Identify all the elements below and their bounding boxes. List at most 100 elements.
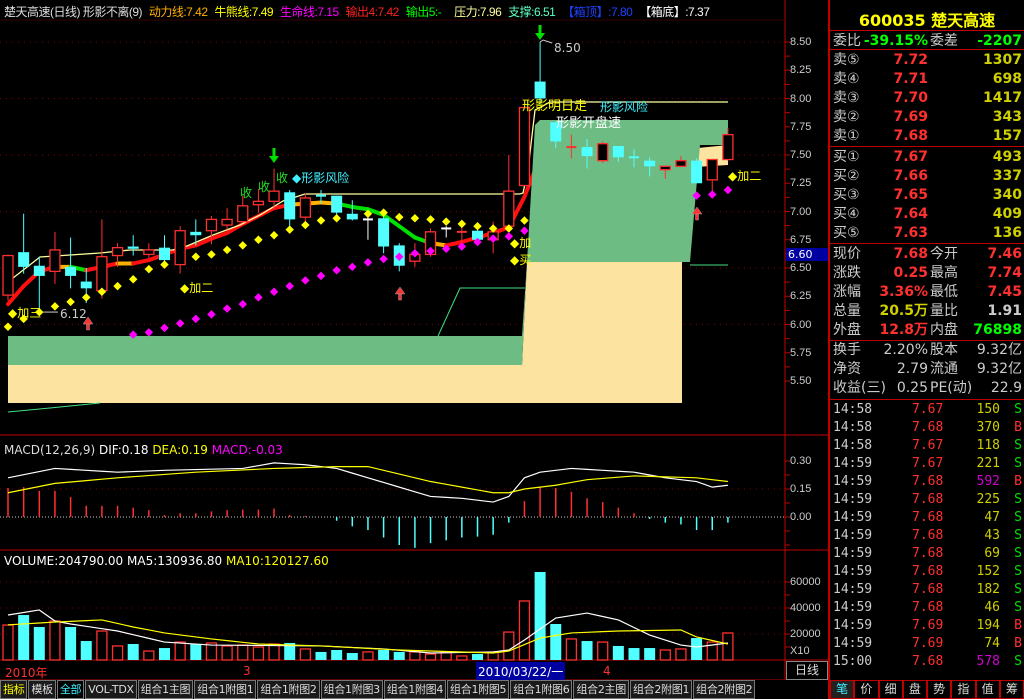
period-button[interactable]: 日线 xyxy=(786,661,828,680)
sar-dot-yellow xyxy=(254,235,263,244)
tab-9[interactable]: 组合1附图5 xyxy=(447,680,510,699)
sar-dot-magenta xyxy=(316,271,326,281)
right-tab-6[interactable]: 值 xyxy=(975,680,1000,699)
tick-row: 14:59 7.68 182 S xyxy=(830,581,1024,599)
tab-10[interactable]: 组合1附图6 xyxy=(510,680,573,699)
tab-6[interactable]: 组合1附图2 xyxy=(257,680,320,699)
stat-label: 外盘 xyxy=(833,322,861,338)
candle-up xyxy=(299,197,312,218)
candle-up xyxy=(174,230,186,266)
sar-dot-yellow xyxy=(97,287,107,296)
candle-down xyxy=(534,81,546,99)
candle-down xyxy=(581,147,593,157)
macd-dea: DEA:0.19 xyxy=(152,443,208,457)
tab-12[interactable]: 组合2附图1 xyxy=(629,680,693,699)
stat-label: 现价 xyxy=(833,246,861,262)
tick-bs: S xyxy=(1014,492,1022,507)
right-tab-3[interactable]: 盘 xyxy=(902,680,927,699)
macd-axis-015: 0.15 xyxy=(790,483,812,495)
stat-label: 内盘 xyxy=(930,322,958,338)
stat-value: 7.68 xyxy=(893,246,928,262)
level-volume: 698 xyxy=(992,71,1022,87)
volume-bar-down xyxy=(33,626,45,660)
right-tab-7[interactable]: 筹 xyxy=(999,680,1024,699)
tab-8[interactable]: 组合1附图4 xyxy=(383,680,447,699)
support-line xyxy=(7,402,101,413)
candle-down xyxy=(346,213,358,220)
level-price: 7.72 xyxy=(893,52,928,68)
date-march: 3 xyxy=(243,664,251,678)
volume-bar-down xyxy=(331,649,343,660)
right-tab-4[interactable]: 势 xyxy=(927,680,952,699)
candle-up xyxy=(252,200,265,206)
level-price: 7.69 xyxy=(893,109,928,125)
sell-row: 卖④ 7.71 698 xyxy=(830,70,1024,89)
sar-dot-yellow xyxy=(50,302,60,311)
tab-4[interactable]: 组合1主图 xyxy=(137,680,194,699)
tab-11[interactable]: 组合2主图 xyxy=(573,680,629,699)
divider xyxy=(830,243,1024,244)
indicator-niuxiong: 牛熊线:7.49 xyxy=(214,5,274,19)
tick-bs: S xyxy=(1014,510,1022,525)
tab-7[interactable]: 组合1附图3 xyxy=(320,680,383,699)
indicator-shengming: 生命线:7.15 xyxy=(279,5,339,19)
sar-dot-yellow xyxy=(19,314,28,324)
kline-chart[interactable] xyxy=(0,0,828,680)
sar-dot-magenta xyxy=(520,226,529,235)
tick-bs: S xyxy=(1014,402,1022,417)
sar-dot-magenta xyxy=(379,254,388,264)
sar-dot-yellow xyxy=(379,208,388,217)
level-label: 卖① xyxy=(833,128,860,144)
sar-dot-yellow xyxy=(207,250,216,259)
tab-5[interactable]: 组合1附图1 xyxy=(194,680,257,699)
right-tab-5[interactable]: 指 xyxy=(951,680,976,699)
sar-dot-yellow xyxy=(82,293,91,302)
tick-time: 14:59 xyxy=(833,564,873,579)
tick-row: 14:59 7.68 225 S xyxy=(830,491,1024,509)
tab-3[interactable]: VOL-TDX xyxy=(85,680,137,699)
volume-bar-up xyxy=(252,646,265,661)
tick-price: 7.67 xyxy=(912,438,944,453)
tick-price: 7.68 xyxy=(912,654,944,669)
tick-row: 14:59 7.69 74 B xyxy=(830,635,1024,653)
candle-down xyxy=(65,266,77,276)
sar-dot-yellow xyxy=(457,219,467,229)
tick-vol: 118 xyxy=(976,438,1000,453)
tick-bs: S xyxy=(1014,546,1022,561)
level-price: 7.70 xyxy=(893,90,928,106)
indicator-box-top: 【箱顶】:7.80 xyxy=(562,5,633,19)
sar-dot-yellow xyxy=(441,217,451,226)
level-price: 7.63 xyxy=(893,225,928,241)
volume-bar-down xyxy=(534,571,546,660)
down-arrow-icon xyxy=(535,25,545,40)
stat-value: 7.46 xyxy=(987,246,1022,262)
tick-bs: S xyxy=(1014,438,1022,453)
tick-row: 15:00 7.68 578 S xyxy=(830,653,1024,671)
indicator-tabs: 指标 模板 全部 VOL-TDX 组合1主图 组合1附图1 组合1附图2 组合1附图3 组合1附… xyxy=(0,680,785,699)
tab-0[interactable]: 指标 xyxy=(0,680,28,699)
volume-bar-down xyxy=(127,644,139,660)
buy-row: 买④ 7.64 409 xyxy=(830,205,1024,224)
right-tab-2[interactable]: 细 xyxy=(878,680,903,699)
stat-label: 涨跌 xyxy=(833,265,861,281)
right-panel-tabs: 笔价细盘势指值筹 xyxy=(830,680,1024,699)
volume-bar-up xyxy=(518,600,531,661)
price-axis-label: 8.00 xyxy=(790,92,812,105)
price-axis-label: 7.00 xyxy=(790,205,812,218)
stock-title: 600035 楚天高速 xyxy=(858,11,996,30)
level-volume: 1417 xyxy=(983,90,1022,106)
candle-up xyxy=(237,205,249,223)
tab-2[interactable]: 全部 xyxy=(56,680,85,699)
weibi-row: 委比 -39.15% 委差 -2207 xyxy=(830,32,1024,51)
tab-13[interactable]: 组合2附图2 xyxy=(693,680,756,699)
candle-up xyxy=(49,249,61,273)
trend-line-segment xyxy=(350,204,370,212)
volume-bar-up xyxy=(597,641,609,661)
tick-time: 14:59 xyxy=(833,492,873,507)
tick-row: 14:58 7.68 370 B xyxy=(830,419,1024,437)
right-tab-1[interactable]: 价 xyxy=(854,680,879,699)
tab-1[interactable]: 模板 xyxy=(28,680,56,699)
right-tab-0[interactable]: 笔 xyxy=(830,680,855,699)
buy-row: 买② 7.66 337 xyxy=(830,167,1024,186)
volume-bar-down xyxy=(159,648,170,660)
